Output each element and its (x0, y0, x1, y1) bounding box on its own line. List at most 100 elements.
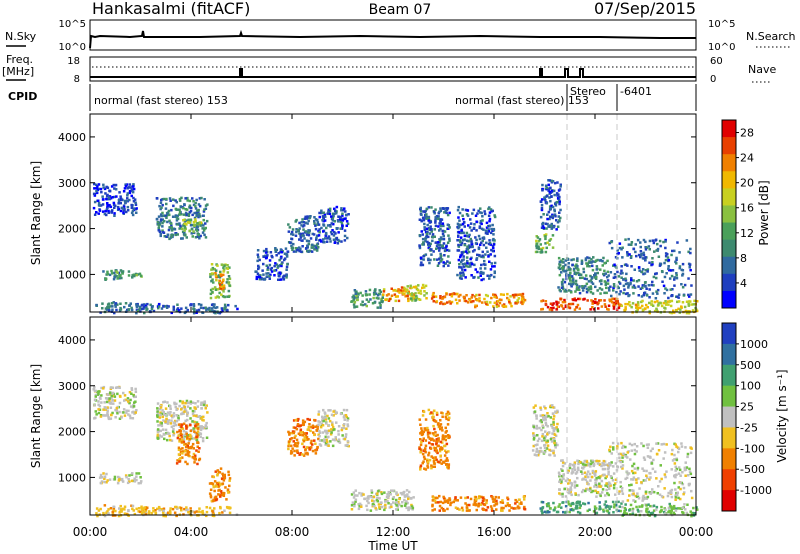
data-cell (602, 463, 606, 467)
data-cell (574, 492, 577, 495)
data-cell (287, 230, 291, 233)
data-cell (229, 506, 232, 510)
data-cell (303, 420, 307, 424)
data-cell (579, 276, 582, 280)
data-cell (477, 247, 481, 251)
data-cell (191, 420, 194, 423)
data-cell (441, 441, 444, 444)
data-cell (186, 405, 190, 408)
data-cell (634, 494, 638, 498)
data-cell (458, 219, 461, 222)
data-cell (590, 276, 594, 279)
data-cell (128, 304, 132, 307)
data-cell (209, 275, 212, 279)
data-cell (158, 416, 162, 419)
data-cell (326, 440, 329, 444)
data-cell (607, 473, 610, 476)
data-cell (366, 499, 369, 503)
data-cell (387, 490, 390, 494)
data-cell (347, 213, 350, 216)
data-cell (476, 299, 479, 302)
data-cell (266, 254, 269, 257)
data-cell (179, 457, 182, 460)
data-cell (321, 431, 325, 434)
data-cell (132, 187, 136, 191)
data-cell (330, 413, 334, 417)
data-cell (330, 215, 333, 218)
data-cell (549, 215, 552, 218)
data-cell (574, 290, 577, 293)
data-cell (183, 507, 186, 511)
data-cell (572, 258, 575, 261)
data-cell (185, 426, 188, 429)
data-cell (590, 475, 594, 479)
data-cell (108, 397, 111, 400)
data-cell (578, 460, 582, 464)
data-cell (136, 302, 139, 306)
data-cell (622, 291, 625, 295)
data-cell (434, 431, 437, 434)
data-cell (220, 281, 224, 284)
data-cell (395, 504, 398, 507)
data-cell (677, 296, 680, 299)
data-cell (406, 501, 409, 505)
data-cell (448, 226, 451, 229)
data-cell (628, 293, 631, 297)
data-cell (132, 509, 135, 512)
data-cell (612, 305, 616, 308)
data-cell (299, 424, 302, 427)
data-cell (536, 245, 539, 248)
data-cell (566, 471, 570, 474)
data-cell (655, 505, 659, 509)
data-cell (189, 218, 193, 222)
data-cell (616, 270, 619, 274)
data-cell (550, 195, 553, 198)
data-cell (574, 279, 578, 283)
data-cell (426, 426, 429, 430)
data-cell (376, 496, 379, 500)
data-cell (479, 503, 483, 506)
data-cell (95, 507, 99, 510)
data-cell (606, 505, 610, 508)
data-cell (470, 229, 473, 232)
data-cell (585, 460, 589, 464)
data-cell (321, 416, 324, 420)
data-cell (624, 503, 627, 506)
data-cell (329, 240, 332, 243)
data-cell (443, 302, 447, 305)
data-cell (287, 444, 290, 448)
data-cell (215, 481, 219, 485)
data-cell (335, 421, 338, 424)
data-cell (535, 235, 538, 238)
data-cell (433, 409, 436, 412)
data-cell (136, 309, 140, 313)
data-cell (636, 301, 640, 304)
data-cell (195, 225, 199, 229)
data-cell (128, 183, 132, 186)
data-cell (434, 208, 437, 211)
data-cell (484, 231, 488, 235)
data-cell (146, 307, 149, 311)
data-cell (461, 208, 464, 211)
data-cell (447, 467, 450, 470)
data-cell (114, 509, 117, 513)
data-cell (347, 444, 350, 448)
data-cell (139, 274, 143, 277)
data-cell (309, 429, 312, 433)
data-cell (123, 305, 126, 309)
data-cell (596, 302, 599, 306)
data-cell (186, 436, 189, 440)
data-cell (164, 428, 168, 432)
data-cell (607, 308, 610, 311)
data-cell (627, 286, 630, 289)
data-cell (112, 201, 116, 205)
data-cell (458, 239, 462, 242)
data-cell (642, 456, 646, 459)
data-cell (203, 426, 207, 430)
data-cell (169, 438, 172, 442)
data-cell (268, 277, 271, 280)
data-cell (386, 493, 389, 496)
data-cell (540, 226, 544, 229)
data-cell (466, 262, 469, 265)
data-cell (193, 224, 196, 227)
